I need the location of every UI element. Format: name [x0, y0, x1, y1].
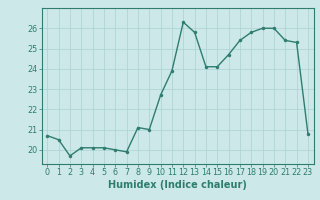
- X-axis label: Humidex (Indice chaleur): Humidex (Indice chaleur): [108, 180, 247, 190]
